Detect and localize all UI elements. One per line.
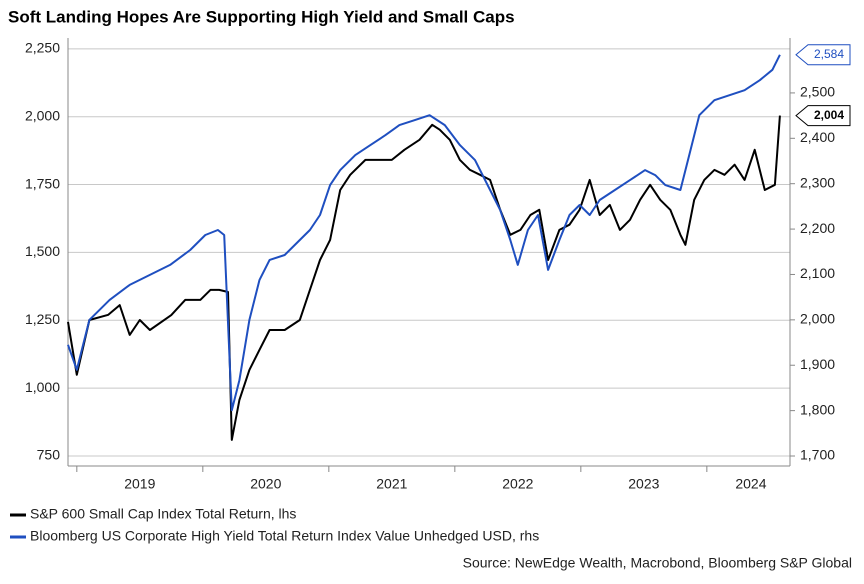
y-tick-label: 2,000 xyxy=(25,107,60,123)
y2-tick-label: 2,000 xyxy=(800,311,835,327)
x-tick-label: 2022 xyxy=(502,476,533,492)
legend-label: S&P 600 Small Cap Index Total Return, lh… xyxy=(30,506,296,522)
chart-title: Soft Landing Hopes Are Supporting High Y… xyxy=(8,7,515,26)
source: Source: NewEdge Wealth, Macrobond, Bloom… xyxy=(463,555,852,571)
value-label: 2,004 xyxy=(814,108,844,122)
y2-tick-label: 1,800 xyxy=(800,401,835,417)
x-tick-label: 2023 xyxy=(628,476,659,492)
value-callout xyxy=(795,105,851,127)
y2-tick-label: 2,400 xyxy=(800,129,835,145)
y2-tick-label: 2,100 xyxy=(800,265,835,281)
y2-tick-label: 2,200 xyxy=(800,220,835,236)
y-tick-label: 1,250 xyxy=(25,311,60,327)
value-callout xyxy=(795,44,851,66)
y2-tick-label: 2,500 xyxy=(800,84,835,100)
x-tick-label: 2020 xyxy=(250,476,281,492)
y2-tick-label: 1,700 xyxy=(800,447,835,463)
y-tick-label: 1,500 xyxy=(25,243,60,259)
x-tick-label: 2019 xyxy=(124,476,155,492)
y-tick-label: 2,250 xyxy=(25,40,60,56)
y-tick-label: 1,000 xyxy=(25,379,60,395)
y-tick-label: 750 xyxy=(37,447,61,463)
y2-tick-label: 2,300 xyxy=(800,174,835,190)
y-tick-label: 1,750 xyxy=(25,175,60,191)
legend-label: Bloomberg US Corporate High Yield Total … xyxy=(30,528,539,544)
series-line xyxy=(67,54,781,412)
series-line xyxy=(67,115,781,441)
x-tick-label: 2024 xyxy=(735,476,766,492)
y2-tick-label: 1,900 xyxy=(800,356,835,372)
value-label: 2,584 xyxy=(814,47,844,61)
x-tick-label: 2021 xyxy=(376,476,407,492)
